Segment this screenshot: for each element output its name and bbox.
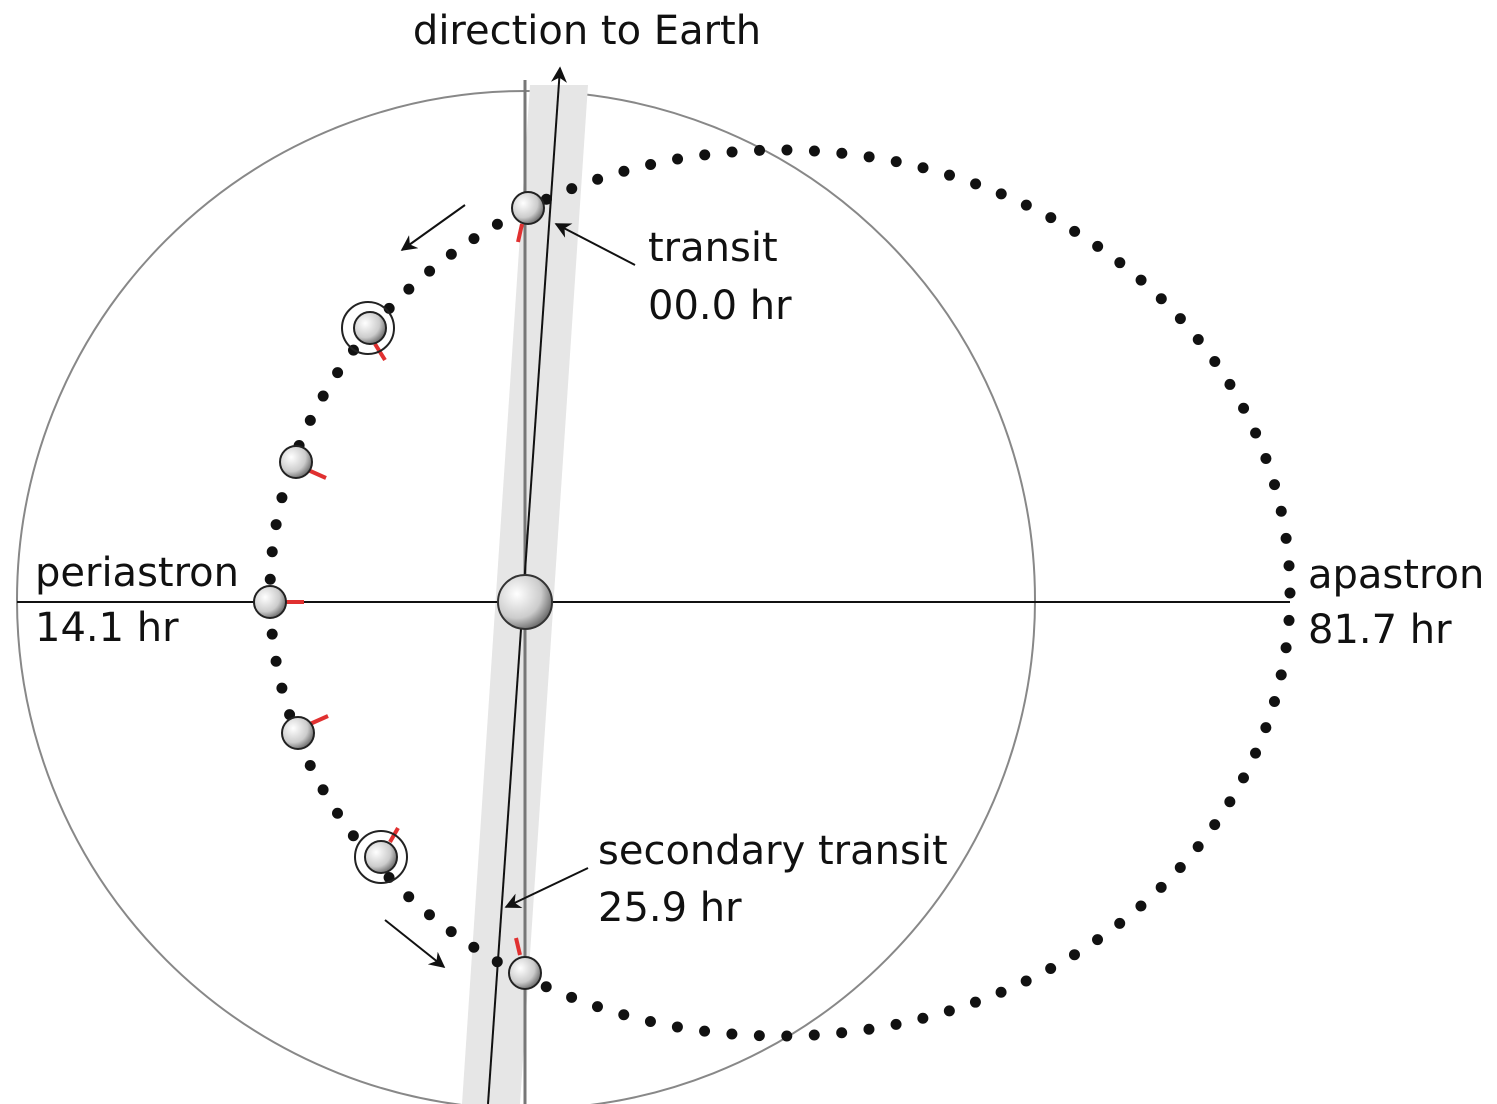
point-time: 25.9 hr <box>598 885 742 931</box>
motion-arrow <box>400 204 466 251</box>
pointer-arrow <box>554 223 636 266</box>
star <box>497 574 553 630</box>
point-time: 00.0 hr <box>648 283 792 329</box>
point-label: transit <box>648 225 778 271</box>
point-time: 14.1 hr <box>35 605 179 651</box>
motion-arrow <box>384 919 446 968</box>
planets <box>253 191 545 990</box>
point-label: periastron <box>35 550 239 596</box>
geometry <box>16 66 1296 1104</box>
orbit-dots <box>264 144 1296 1042</box>
point-label: apastron <box>1308 552 1484 598</box>
point-time: 81.7 hr <box>1308 607 1452 653</box>
pointer-arrow <box>504 867 589 909</box>
title: direction to Earth <box>413 8 761 54</box>
point-label: secondary transit <box>598 828 948 874</box>
